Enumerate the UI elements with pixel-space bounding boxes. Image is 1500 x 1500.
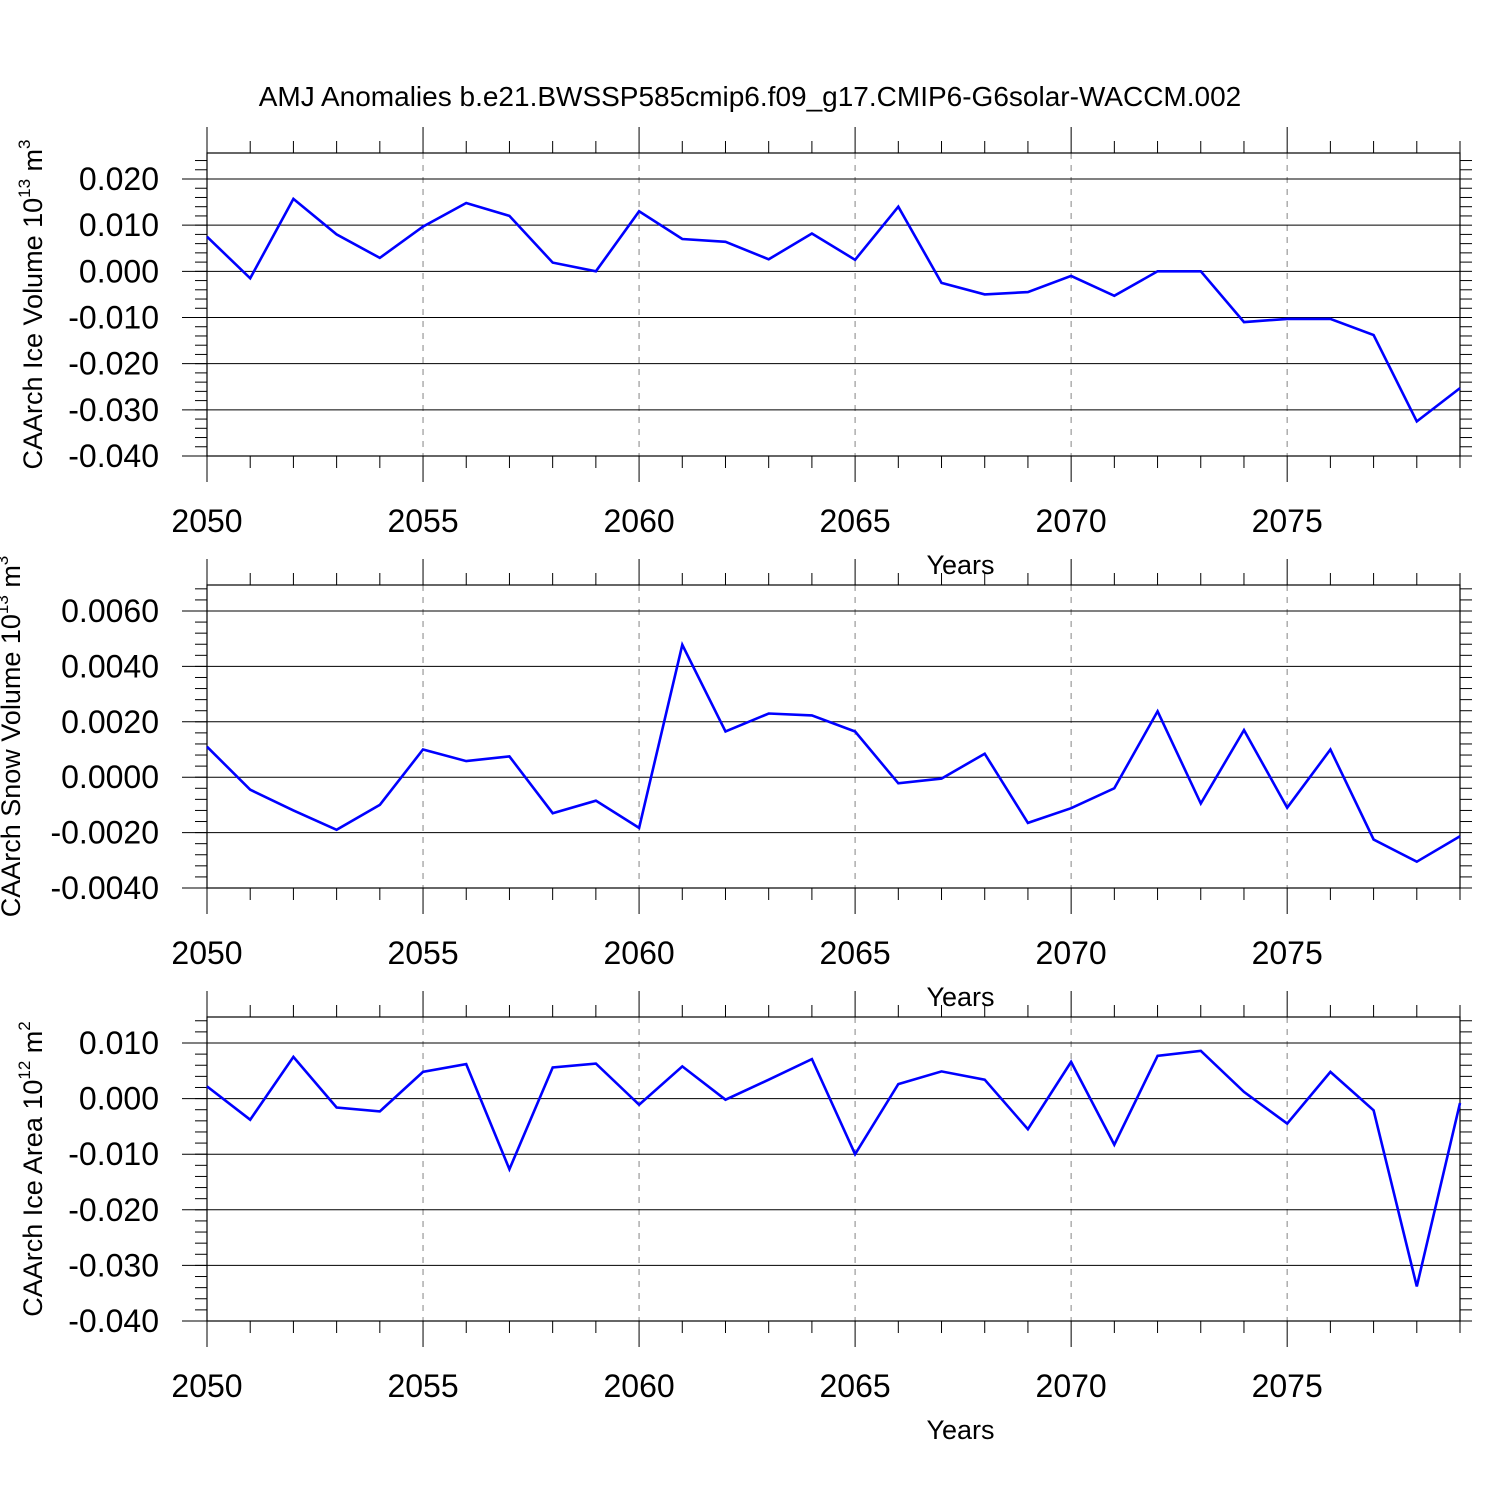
x-tick-label: 2055: [387, 1368, 458, 1404]
y-axis-label-exponent: 13: [15, 179, 34, 198]
y-axis-label-main: CAArch Snow Volume 10: [0, 614, 26, 917]
x-tick-label: 2050: [171, 1368, 242, 1404]
y-tick-label: -0.0040: [50, 870, 159, 906]
x-tick-label: 2065: [820, 935, 891, 971]
y-tick-label: 0.010: [79, 1025, 159, 1061]
y-tick-label: -0.010: [68, 1136, 159, 1172]
y-axis-label: CAArch Ice Volume 1013 m3: [15, 139, 48, 469]
y-axis-label-unit: m: [18, 1031, 48, 1061]
y-axis-label-main: CAArch Ice Area 10: [18, 1080, 48, 1317]
y-tick-label: 0.0040: [61, 648, 159, 684]
y-tick-label: -0.040: [68, 1303, 159, 1339]
y-tick-label: 0.010: [79, 207, 159, 243]
x-tick-label: 2075: [1252, 935, 1323, 971]
x-tick-label: 2070: [1036, 1368, 1107, 1404]
y-tick-label: 0.0060: [61, 593, 159, 629]
panel-2: 2050 2055 2060 2065 2070 2075 0.0060 0.0040 0.00…: [0, 556, 1472, 1012]
panel-3: 2050 2055 2060 2065 2070 2075 0.010 0.000 -0.010…: [15, 991, 1472, 1445]
x-tick-label: 2050: [171, 503, 242, 539]
x-tick-label: 2075: [1252, 503, 1323, 539]
x-tick-label: 2070: [1036, 503, 1107, 539]
x-tick-label: 2070: [1036, 935, 1107, 971]
plot-frame: [206, 152, 1461, 457]
y-axis-label-exponent: 12: [15, 1061, 34, 1080]
y-tick-label: 0.020: [79, 161, 159, 197]
y-tick-label: -0.040: [68, 438, 159, 474]
x-axis-label: Years: [926, 982, 994, 1012]
y-tick-label: -0.030: [68, 1247, 159, 1283]
y-axis-label-exponent: 13: [0, 595, 12, 614]
plot-frame: [206, 1016, 1461, 1322]
y-axis-label-unit-exponent: 2: [15, 1021, 34, 1030]
figure-title: AMJ Anomalies b.e21.BWSSP585cmip6.f09_g1…: [259, 81, 1242, 112]
y-tick-label: -0.010: [68, 300, 159, 336]
series-line: [206, 641, 1461, 864]
y-axis-label-unit: m: [0, 565, 26, 595]
y-tick-label: 0.0000: [61, 759, 159, 795]
panels: 2050 2055 2060 2065 2070 2075 0.020 0.010 0.000 -…: [0, 127, 1472, 1445]
y-axis-label: CAArch Snow Volume 1013 m3: [0, 556, 26, 918]
panel-1: 2050 2055 2060 2065 2070 2075 0.020 0.010 0.000 -…: [15, 127, 1472, 580]
x-tick-label: 2055: [387, 935, 458, 971]
series-line: [206, 196, 1461, 424]
y-tick-label: -0.020: [68, 1192, 159, 1228]
y-axis-label-unit: m: [18, 149, 48, 179]
y-tick-label: 0.0020: [61, 704, 159, 740]
y-tick-label: 0.000: [79, 1081, 159, 1117]
x-tick-label: 2065: [820, 503, 891, 539]
x-axis-label: Years: [926, 550, 994, 580]
x-tick-label: 2050: [171, 935, 242, 971]
y-axis-label-unit-exponent: 3: [0, 556, 12, 565]
x-tick-label: 2055: [387, 503, 458, 539]
x-tick-label: 2075: [1252, 1368, 1323, 1404]
y-axis-label-main: CAArch Ice Volume 10: [18, 198, 48, 470]
x-tick-label: 2065: [820, 1368, 891, 1404]
x-tick-label: 2060: [603, 935, 674, 971]
y-tick-label: -0.0020: [50, 815, 159, 851]
series-line: [206, 1049, 1462, 1287]
x-tick-label: 2060: [603, 1368, 674, 1404]
x-axis-label: Years: [926, 1415, 994, 1445]
x-tick-label: 2060: [603, 503, 674, 539]
plot-frame: [206, 584, 1461, 889]
y-axis-label: CAArch Ice Area 1012 m2: [15, 1021, 48, 1317]
y-tick-label: -0.020: [68, 346, 159, 382]
y-axis-label-unit-exponent: 3: [15, 139, 34, 148]
y-tick-label: -0.030: [68, 392, 159, 428]
y-tick-label: 0.000: [79, 253, 159, 289]
